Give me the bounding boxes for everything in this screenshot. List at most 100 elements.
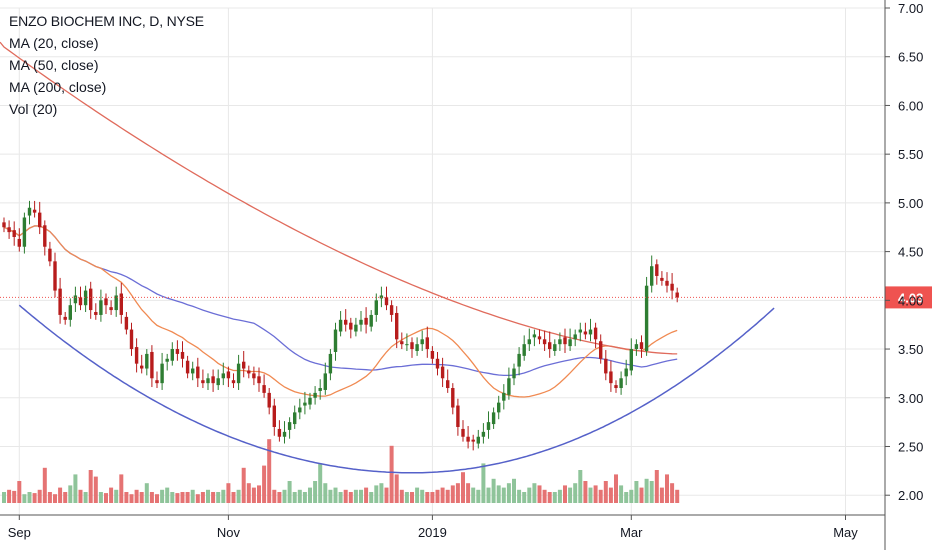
volume-bar bbox=[675, 489, 680, 503]
volume-bar bbox=[639, 487, 644, 503]
candle-body bbox=[78, 297, 83, 306]
candle-body bbox=[583, 331, 588, 335]
candle-body bbox=[99, 300, 103, 315]
candle-body bbox=[599, 341, 603, 359]
ma20-line bbox=[3, 225, 678, 398]
volume-bar bbox=[476, 489, 481, 503]
volume-bar bbox=[670, 483, 675, 503]
x-tick-label: May bbox=[833, 525, 858, 540]
volume-bar bbox=[297, 489, 302, 503]
candle-body bbox=[558, 339, 562, 345]
volume-bar bbox=[88, 470, 93, 503]
volume-bar bbox=[114, 489, 119, 503]
volume-bar bbox=[369, 492, 374, 503]
volume-bar bbox=[557, 489, 562, 503]
volume-bar bbox=[47, 492, 52, 503]
candle-body bbox=[670, 283, 674, 291]
candle-body bbox=[298, 407, 302, 413]
candle-body bbox=[588, 329, 593, 335]
volume-bar bbox=[608, 487, 613, 503]
ma50-line bbox=[3, 225, 678, 377]
candle-body bbox=[369, 314, 373, 327]
candle-body bbox=[318, 388, 322, 391]
volume-bar bbox=[501, 487, 506, 503]
volume-bar bbox=[384, 487, 389, 503]
volume-bar bbox=[374, 485, 379, 503]
volume-bar bbox=[481, 463, 486, 503]
candle-body bbox=[221, 373, 225, 379]
candle-body bbox=[471, 439, 475, 442]
candle-body bbox=[252, 373, 256, 379]
volume-bar bbox=[185, 492, 190, 503]
volume-bar bbox=[440, 487, 445, 503]
volume-bar bbox=[2, 492, 6, 503]
volume-bar bbox=[563, 485, 567, 503]
volume-bar bbox=[53, 494, 57, 503]
candle-body bbox=[527, 339, 531, 345]
volume-bar bbox=[583, 481, 588, 503]
volume-bar bbox=[175, 493, 180, 503]
y-tick-label: 7.00 bbox=[898, 1, 923, 16]
volume-bar bbox=[547, 492, 552, 503]
moving-averages bbox=[0, 41, 678, 398]
volume-bar bbox=[277, 492, 282, 503]
symbol-title[interactable]: ENZO BIOCHEM INC, D, NYSE bbox=[9, 13, 204, 29]
volume-bar bbox=[644, 478, 649, 503]
candle-body bbox=[395, 312, 399, 340]
candle-body bbox=[420, 339, 424, 345]
volume-bar bbox=[134, 489, 139, 503]
candle-body bbox=[389, 305, 394, 315]
y-tick-label: 5.50 bbox=[898, 147, 923, 162]
candle-body bbox=[160, 363, 164, 384]
candle-body bbox=[349, 322, 353, 330]
candle-body bbox=[165, 358, 169, 362]
x-tick-label: Sep bbox=[8, 525, 31, 540]
volume-bar bbox=[98, 492, 103, 503]
legend-ma20[interactable]: MA (20, close) bbox=[9, 35, 99, 51]
volume-bar bbox=[302, 492, 307, 503]
volume-bar bbox=[455, 483, 460, 503]
volume-bar bbox=[568, 487, 573, 503]
candle-body bbox=[7, 227, 11, 233]
volume-bar bbox=[144, 483, 149, 503]
volume-bar bbox=[512, 478, 516, 503]
volume-bar bbox=[435, 489, 440, 503]
y-tick-label: 4.00 bbox=[898, 293, 923, 308]
candle-body bbox=[94, 312, 98, 315]
candle-body bbox=[604, 358, 608, 374]
volume-bar bbox=[328, 489, 333, 503]
volume-bar bbox=[7, 489, 12, 503]
volume-bar bbox=[119, 474, 124, 503]
candle-body bbox=[466, 436, 470, 442]
volume-bar bbox=[267, 439, 272, 503]
volume-bar bbox=[206, 489, 210, 503]
legend-ma200[interactable]: MA (200, close) bbox=[9, 79, 107, 95]
legend-volume[interactable]: Vol (20) bbox=[9, 101, 58, 117]
volume-bar bbox=[379, 483, 384, 503]
candle-body bbox=[660, 277, 664, 281]
candle-body bbox=[481, 431, 486, 437]
legend-ma50[interactable]: MA (50, close) bbox=[9, 57, 99, 73]
candle-body bbox=[32, 209, 37, 213]
volume-bar bbox=[614, 474, 618, 503]
y-tick-label: 3.50 bbox=[898, 342, 923, 357]
volume-bar bbox=[27, 492, 32, 503]
volume-bar bbox=[353, 489, 358, 503]
volume-bar bbox=[272, 489, 277, 503]
volume-bar bbox=[93, 476, 98, 503]
volume-bar bbox=[22, 494, 27, 503]
candle-body bbox=[201, 380, 205, 384]
candle-body bbox=[364, 317, 368, 325]
volume-bar bbox=[292, 492, 297, 503]
volume-bar bbox=[37, 489, 42, 503]
volume-bar bbox=[78, 489, 83, 503]
volume-bar bbox=[506, 483, 511, 503]
volume-bar bbox=[231, 492, 236, 503]
volume-bar bbox=[537, 485, 542, 503]
volume-bar bbox=[420, 489, 425, 503]
candle-body bbox=[435, 358, 440, 369]
volume-bar bbox=[12, 490, 17, 503]
candle-body bbox=[109, 307, 113, 311]
